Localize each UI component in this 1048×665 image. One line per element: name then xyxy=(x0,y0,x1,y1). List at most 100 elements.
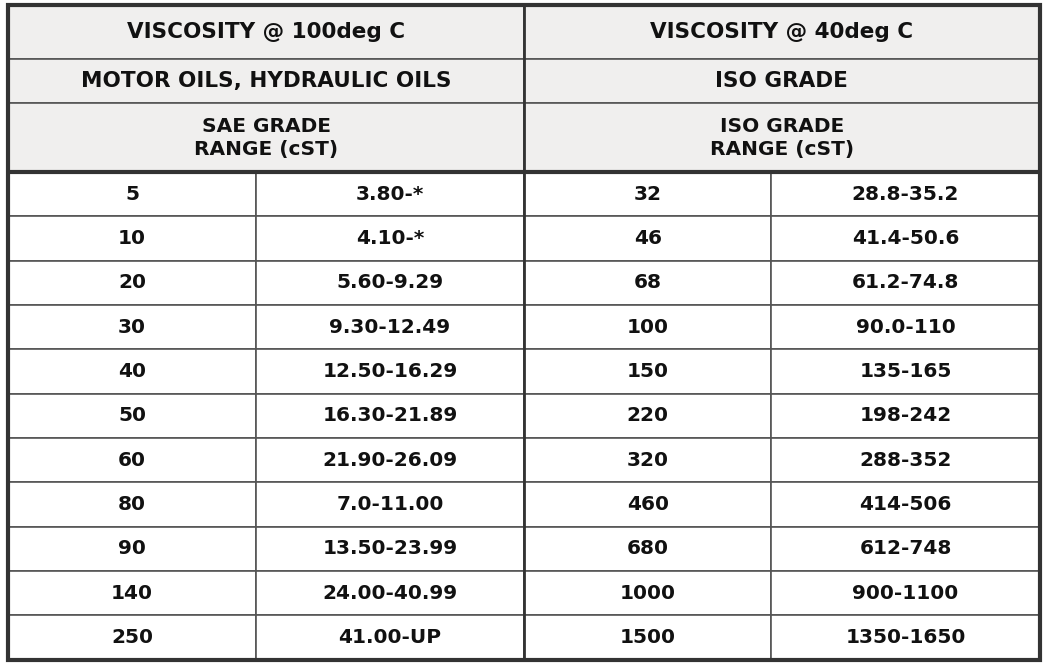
Bar xyxy=(8,104,524,172)
Text: 140: 140 xyxy=(111,584,153,602)
Bar xyxy=(256,615,524,660)
Text: 135-165: 135-165 xyxy=(859,362,952,381)
Text: 100: 100 xyxy=(627,318,669,336)
Bar xyxy=(524,438,771,482)
Text: 21.90-26.09: 21.90-26.09 xyxy=(323,451,458,469)
Text: VISCOSITY @ 40deg C: VISCOSITY @ 40deg C xyxy=(650,22,914,42)
Bar xyxy=(771,615,1040,660)
Text: 680: 680 xyxy=(627,539,669,559)
Bar xyxy=(256,482,524,527)
Text: 16.30-21.89: 16.30-21.89 xyxy=(323,406,458,426)
Text: ISO GRADE
RANGE (cST): ISO GRADE RANGE (cST) xyxy=(709,116,854,159)
Bar xyxy=(256,527,524,571)
Text: 20: 20 xyxy=(118,273,146,293)
Bar xyxy=(524,172,771,217)
Text: 612-748: 612-748 xyxy=(859,539,952,559)
Bar xyxy=(8,615,256,660)
Bar xyxy=(524,615,771,660)
Bar xyxy=(8,527,256,571)
Bar xyxy=(256,261,524,305)
Text: 90: 90 xyxy=(118,539,146,559)
Text: 68: 68 xyxy=(634,273,661,293)
Bar xyxy=(524,527,771,571)
Bar xyxy=(8,482,256,527)
Bar xyxy=(524,104,1040,172)
Text: 3.80-*: 3.80-* xyxy=(356,185,424,204)
Text: 13.50-23.99: 13.50-23.99 xyxy=(323,539,458,559)
Text: 60: 60 xyxy=(118,451,146,469)
Bar xyxy=(771,571,1040,615)
Text: 32: 32 xyxy=(634,185,661,204)
Bar xyxy=(8,438,256,482)
Bar xyxy=(771,172,1040,217)
Text: VISCOSITY @ 100deg C: VISCOSITY @ 100deg C xyxy=(127,22,406,42)
Text: 900-1100: 900-1100 xyxy=(852,584,959,602)
Bar xyxy=(8,261,256,305)
Text: 198-242: 198-242 xyxy=(859,406,952,426)
Text: 61.2-74.8: 61.2-74.8 xyxy=(852,273,959,293)
Bar xyxy=(256,571,524,615)
Bar xyxy=(8,305,256,349)
Text: 40: 40 xyxy=(118,362,146,381)
Bar xyxy=(524,261,771,305)
Bar xyxy=(256,349,524,394)
Bar xyxy=(8,172,256,217)
Text: 460: 460 xyxy=(627,495,669,514)
Text: 12.50-16.29: 12.50-16.29 xyxy=(323,362,458,381)
Bar xyxy=(524,349,771,394)
Text: 90.0-110: 90.0-110 xyxy=(855,318,956,336)
Text: SAE GRADE
RANGE (cST): SAE GRADE RANGE (cST) xyxy=(194,116,339,159)
Text: 320: 320 xyxy=(627,451,669,469)
Text: 46: 46 xyxy=(634,229,661,248)
Text: 7.0-11.00: 7.0-11.00 xyxy=(336,495,443,514)
Text: 414-506: 414-506 xyxy=(859,495,952,514)
Text: 5: 5 xyxy=(125,185,139,204)
Bar xyxy=(771,349,1040,394)
Text: 80: 80 xyxy=(118,495,146,514)
Bar xyxy=(771,217,1040,261)
Text: 150: 150 xyxy=(627,362,669,381)
Bar xyxy=(524,305,771,349)
Text: 50: 50 xyxy=(118,406,146,426)
Bar xyxy=(771,482,1040,527)
Text: 9.30-12.49: 9.30-12.49 xyxy=(329,318,451,336)
Text: 41.4-50.6: 41.4-50.6 xyxy=(852,229,959,248)
Bar xyxy=(771,527,1040,571)
Bar xyxy=(771,305,1040,349)
Text: 41.00-UP: 41.00-UP xyxy=(339,628,441,647)
Text: 220: 220 xyxy=(627,406,669,426)
Text: 1350-1650: 1350-1650 xyxy=(846,628,966,647)
Bar xyxy=(771,261,1040,305)
Text: ISO GRADE: ISO GRADE xyxy=(716,71,848,91)
Bar xyxy=(8,217,256,261)
Text: 250: 250 xyxy=(111,628,153,647)
Text: 28.8-35.2: 28.8-35.2 xyxy=(852,185,959,204)
Bar xyxy=(524,571,771,615)
Bar xyxy=(524,59,1040,104)
Bar xyxy=(256,172,524,217)
Bar xyxy=(524,217,771,261)
Text: 1500: 1500 xyxy=(619,628,676,647)
Bar xyxy=(256,217,524,261)
Bar xyxy=(771,394,1040,438)
Text: 288-352: 288-352 xyxy=(859,451,952,469)
Text: 4.10-*: 4.10-* xyxy=(356,229,424,248)
Bar xyxy=(256,438,524,482)
Text: 24.00-40.99: 24.00-40.99 xyxy=(323,584,458,602)
Text: 30: 30 xyxy=(118,318,146,336)
Text: 10: 10 xyxy=(118,229,146,248)
Bar xyxy=(8,394,256,438)
Bar xyxy=(8,571,256,615)
Bar xyxy=(771,438,1040,482)
Text: 5.60-9.29: 5.60-9.29 xyxy=(336,273,443,293)
Text: MOTOR OILS, HYDRAULIC OILS: MOTOR OILS, HYDRAULIC OILS xyxy=(81,71,452,91)
Bar xyxy=(524,5,1040,59)
Text: 1000: 1000 xyxy=(619,584,676,602)
Bar xyxy=(8,349,256,394)
Bar xyxy=(256,394,524,438)
Bar xyxy=(8,5,524,59)
Bar xyxy=(524,394,771,438)
Bar xyxy=(256,305,524,349)
Bar xyxy=(524,482,771,527)
Bar xyxy=(8,59,524,104)
